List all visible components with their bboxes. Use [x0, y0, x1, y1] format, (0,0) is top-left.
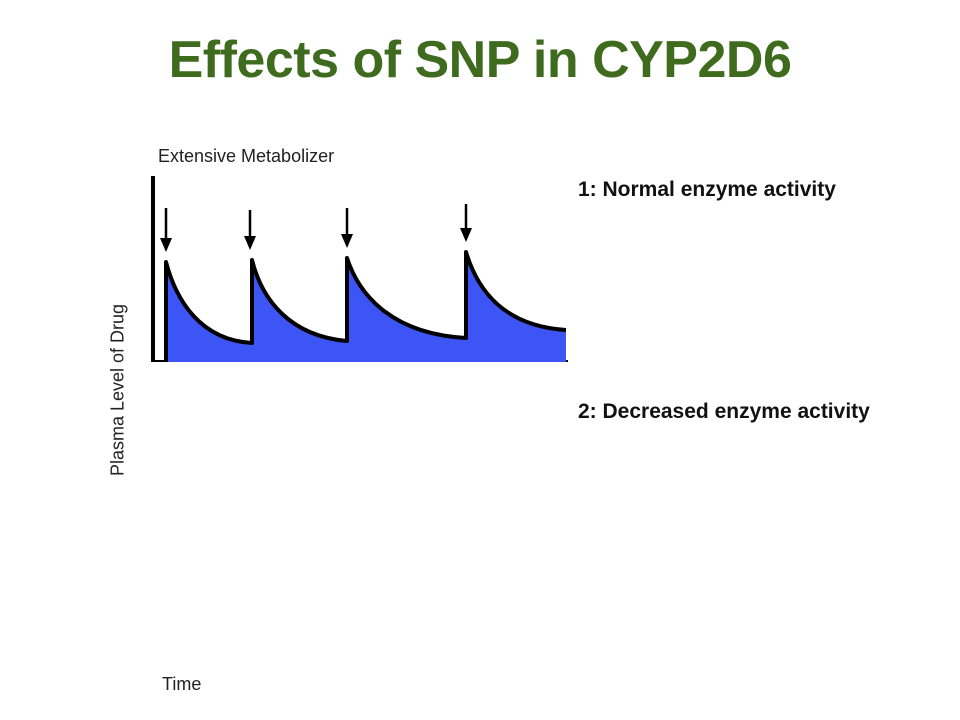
y-axis-label: Plasma Level of Drug [107, 303, 128, 477]
dose-arrow-4 [460, 204, 472, 242]
drug-level-curve [164, 250, 567, 362]
drug-level-area [166, 252, 566, 362]
legend-normal-activity: 1: Normal enzyme activity [578, 178, 836, 201]
dose-arrow-3 [341, 208, 353, 248]
graph-label: Extensive Metabolizer [158, 146, 335, 166]
legend-decreased-activity: 2: Decreased enzyme activity [578, 400, 870, 423]
x-axis-label: Time [162, 674, 202, 694]
dose-arrow-1 [160, 208, 172, 252]
dose-arrow-2 [244, 210, 256, 250]
page-title: Effects of SNP in CYP2D6 [168, 31, 792, 89]
